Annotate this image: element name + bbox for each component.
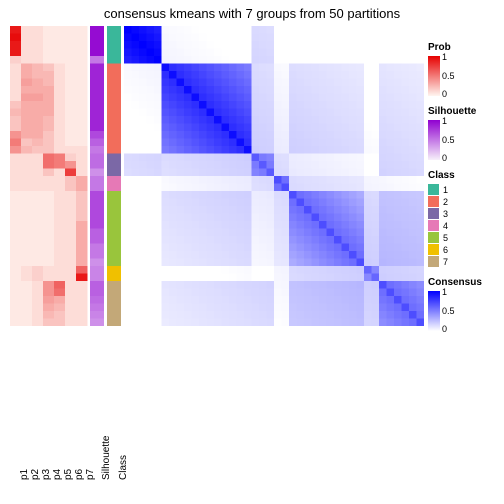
chart-title: consensus kmeans with 7 groups from 50 p… [0, 6, 504, 21]
heatmap-plot [10, 26, 424, 326]
legend-silhouette: Silhouette 1 0.5 0 [428, 106, 500, 160]
legends: Prob 1 0.5 0 Silhouette 1 0.5 0 Class 12… [428, 42, 500, 341]
legend-prob: Prob 1 0.5 0 [428, 42, 500, 96]
legend-class: Class 1234567 [428, 170, 500, 267]
legend-consensus: Consensus 1 0.5 0 [428, 277, 500, 331]
